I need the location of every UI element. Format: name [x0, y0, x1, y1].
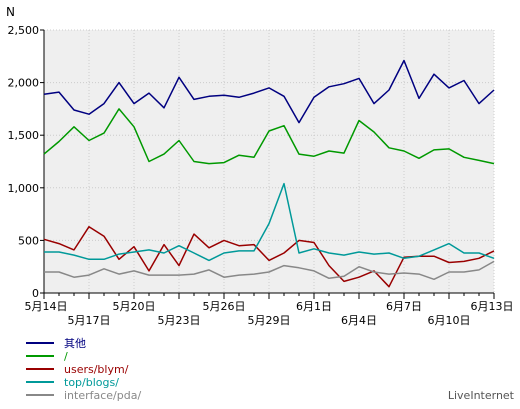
legend-label: top/blogs/	[64, 376, 119, 389]
x-tick-label: 6月13日	[471, 300, 514, 313]
y-tick-label: 2,000	[8, 77, 40, 90]
x-tick-label: 5月29日	[248, 314, 291, 327]
y-tick-label: 500	[18, 234, 39, 247]
series-line	[43, 108, 495, 165]
x-tick-label: 5月26日	[203, 300, 246, 313]
x-tick-label: 5月17日	[68, 314, 111, 327]
x-tick-label: 6月1日	[296, 300, 332, 313]
series-line	[44, 260, 495, 281]
x-tick-label: 6月10日	[428, 314, 471, 327]
legend-label: interface/pda/	[64, 389, 141, 402]
series-line	[43, 59, 495, 124]
x-tick-label: 5月14日	[25, 300, 68, 313]
y-tick-label: 1,000	[8, 182, 40, 195]
x-tick-label: 5月23日	[158, 314, 201, 327]
x-tick-label: 6月4日	[341, 314, 377, 327]
series-line	[44, 182, 495, 262]
y-axis-label: N	[6, 5, 15, 19]
legend-label: users/blym/	[64, 363, 129, 376]
x-tick-label: 5月20日	[113, 300, 156, 313]
watermark: LiveInternet	[448, 389, 515, 402]
y-tick-label: 1,500	[8, 129, 40, 142]
legend-label: 其他	[64, 337, 86, 350]
y-tick-label: 0	[32, 287, 39, 300]
y-tick-label: 2,500	[8, 24, 40, 37]
x-tick-label: 6月7日	[386, 300, 422, 313]
legend-label: /	[64, 350, 68, 363]
